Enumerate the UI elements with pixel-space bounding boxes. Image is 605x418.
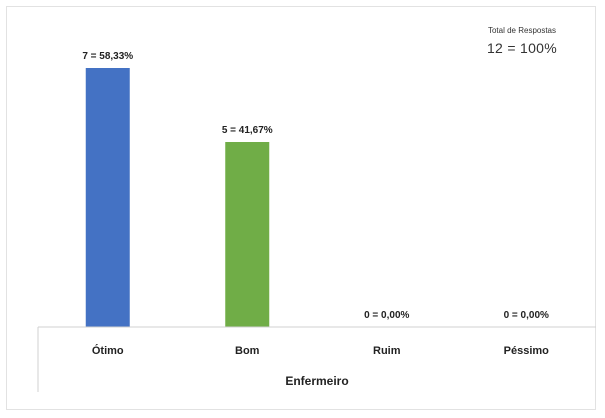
data-label-otimo: 7 = 58,33% (82, 51, 133, 62)
x-axis-title: Enfermeiro (285, 374, 348, 388)
labels-group: 7 = 58,33% Ótimo 5 = 41,67% Bom 0 = 0,00% Rui… (82, 51, 549, 357)
data-label-ruim: 0 = 0,00% (364, 310, 409, 321)
tick-label-otimo: Ótimo (92, 344, 124, 357)
tick-label-pessimo: Péssimo (504, 345, 550, 357)
data-label-bom: 5 = 41,67% (222, 125, 273, 136)
total-responses-value: 12 = 100% (486, 40, 558, 56)
total-responses-box: Total de Respostas 12 = 100% (452, 26, 592, 56)
bar-bom (225, 142, 270, 327)
tick-label-ruim: Ruim (373, 345, 401, 357)
data-label-pessimo: 0 = 0,00% (504, 310, 549, 321)
bars-group (85, 68, 270, 327)
axis-group (37, 326, 596, 392)
total-responses-label: Total de Respostas (487, 26, 557, 35)
bar-otimo (85, 68, 130, 327)
tick-label-bom: Bom (235, 345, 260, 357)
